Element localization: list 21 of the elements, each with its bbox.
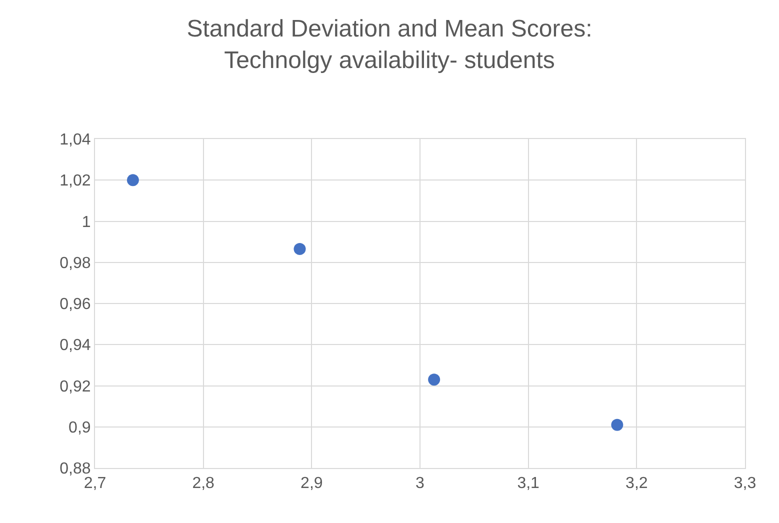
y-tick-label: 0,94 — [60, 337, 91, 354]
point — [611, 418, 624, 431]
y-tick-label: 0,88 — [60, 460, 91, 478]
x-tick-label: 3,3 — [734, 475, 756, 492]
y-tick-label: 0,9 — [68, 419, 91, 436]
y-tick-label: 0,92 — [60, 378, 91, 396]
x-tick-label: 2,9 — [300, 475, 323, 492]
point — [126, 174, 139, 186]
point — [428, 374, 440, 386]
chart-title: Standard Deviation and Mean Scores: Technolgy availability- students — [186, 16, 592, 74]
y-tick-label: 1,04 — [60, 132, 91, 149]
y-tick-label: 0,98 — [60, 254, 91, 272]
x-tick-label: 3,2 — [626, 475, 648, 492]
y-tick-label: 1 — [82, 214, 91, 231]
x-tick-label: 3 — [416, 475, 425, 492]
x-tick-label: 2,7 — [84, 475, 106, 492]
point — [294, 243, 306, 256]
x-tick-label: 3,1 — [517, 475, 540, 492]
x-tick-label: 2,8 — [192, 475, 215, 492]
y-tick-label: 1,02 — [60, 172, 91, 190]
y-tick-label: 0,96 — [60, 296, 91, 314]
